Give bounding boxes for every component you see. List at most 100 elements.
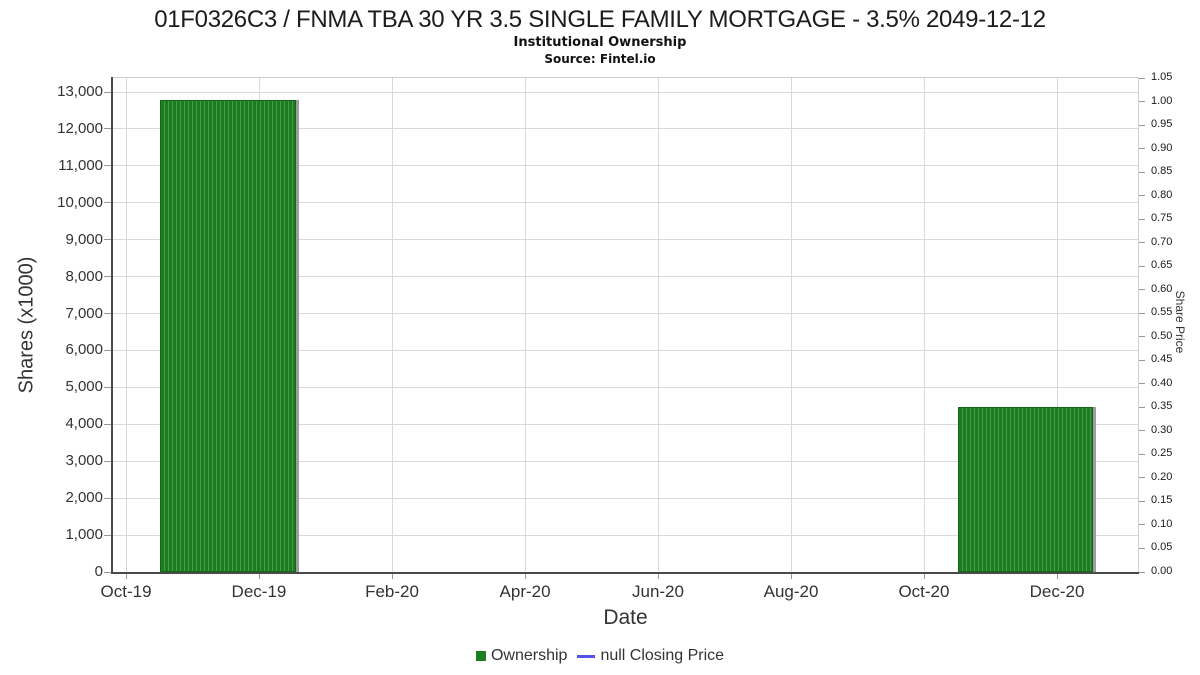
right-axis-tick-label: 0.95 (1151, 118, 1173, 131)
right-axis-tick-label: 0.35 (1151, 400, 1173, 413)
x-axis-tick (791, 574, 793, 579)
x-axis-tick-label: Dec-19 (231, 582, 287, 601)
legend: Ownership null Closing Price (0, 647, 1200, 665)
right-axis-tick (1139, 101, 1145, 103)
x-axis-tick (258, 574, 260, 579)
left-axis-tick-label: 9,000 (65, 230, 103, 248)
legend-label: Ownership (490, 647, 568, 664)
right-axis-tick-label: 0.15 (1151, 494, 1173, 507)
right-plot-border (1138, 77, 1139, 572)
chart-title: 01F0326C3 / FNMA TBA 30 YR 3.5 SINGLE FA… (154, 6, 1046, 33)
right-axis-tick-label: 0.70 (1151, 235, 1173, 248)
right-axis-tick-label: 0.75 (1151, 212, 1173, 225)
right-axis-tick (1139, 430, 1145, 432)
left-axis-tick-label: 8,000 (65, 267, 103, 285)
h-gridline (113, 128, 1138, 130)
right-axis-tick-label: 1.00 (1151, 94, 1173, 107)
h-gridline (113, 423, 1138, 425)
x-axis-title: Date (603, 606, 648, 629)
ownership-bar[interactable] (958, 407, 1093, 572)
right-axis-tick (1139, 195, 1145, 197)
v-gridline (392, 78, 393, 572)
x-axis-tick (923, 574, 925, 579)
left-axis-tick-label: 5,000 (65, 378, 103, 396)
legend-item-null-closing-price[interactable]: null Closing Price (577, 647, 724, 665)
h-gridline (113, 386, 1138, 388)
right-axis-tick (1139, 289, 1145, 291)
right-axis-tick (1139, 242, 1145, 244)
left-axis-tick (104, 91, 111, 93)
left-axis-tick (104, 423, 111, 425)
left-axis-tick-label: 1,000 (65, 526, 103, 544)
right-axis-tick-label: 0.05 (1151, 541, 1173, 554)
left-axis-tick (104, 534, 111, 536)
left-axis-tick-label: 10,000 (57, 193, 103, 211)
left-axis-tick (104, 571, 111, 573)
x-axis-tick (525, 574, 527, 579)
plot-area[interactable]: 0 1,000 2,000 3,000 4,000 5,000 6,000 7,000 8,00… (57, 71, 1172, 601)
left-axis-tick (104, 202, 111, 204)
left-axis-tick (104, 386, 111, 388)
right-axis-tick (1139, 124, 1145, 126)
legend-item-ownership[interactable]: Ownership (475, 647, 568, 665)
right-axis-tick-label: 0.65 (1151, 259, 1173, 272)
right-axis-tick (1139, 571, 1145, 573)
left-axis-tick-label: 0 (94, 563, 103, 580)
left-axis-tick-label: 3,000 (65, 452, 103, 470)
left-axis-line (111, 77, 113, 574)
right-axis-tick (1139, 148, 1145, 150)
left-axis-tick-label: 7,000 (65, 304, 103, 322)
top-plot-border (113, 77, 1139, 78)
bottom-axis-line (111, 572, 1139, 574)
h-gridline (113, 534, 1138, 536)
right-axis-tick (1139, 77, 1145, 79)
legend-line-marker (577, 654, 596, 658)
h-gridline (113, 165, 1138, 167)
left-axis-tick (104, 349, 111, 351)
right-axis-tick-label: 0.85 (1151, 165, 1173, 178)
chart-subtitle: Institutional Ownership (513, 35, 687, 50)
right-axis-tick (1139, 500, 1145, 502)
v-gridline (657, 78, 659, 572)
x-axis-tick (1057, 574, 1059, 579)
x-axis-tick-label: Oct-19 (100, 582, 152, 601)
left-axis-tick-label: 13,000 (57, 83, 103, 100)
x-axis-tick (657, 574, 659, 579)
right-axis-tick-label: 0.55 (1151, 306, 1173, 319)
left-axis-tick-label: 12,000 (57, 119, 103, 137)
right-axis-tick-label: 0.40 (1151, 376, 1173, 389)
v-gridline (1057, 78, 1059, 572)
x-axis-tick-label: Dec-20 (1029, 582, 1085, 601)
x-axis-tick-label: Aug-20 (763, 582, 819, 601)
right-axis-tick-label: 1.05 (1151, 71, 1173, 83)
right-axis-tick-label: 0.50 (1151, 329, 1173, 342)
right-axis-tick-label: 0.10 (1151, 517, 1173, 530)
x-axis-tick-label: Apr-20 (499, 582, 551, 601)
x-axis-tick (126, 574, 128, 579)
left-axis-tick (104, 239, 111, 241)
right-axis-tick-label: 0.30 (1151, 423, 1173, 436)
right-axis-tick (1139, 547, 1145, 549)
right-axis-tick (1139, 477, 1145, 479)
right-axis-tick (1139, 406, 1145, 408)
x-axis-tick-label: Oct-20 (898, 582, 950, 601)
right-axis-tick (1139, 265, 1145, 267)
left-axis-tick (104, 313, 111, 315)
left-axis-tick-label: 2,000 (65, 489, 103, 507)
h-gridline (113, 91, 1138, 93)
v-gridline (525, 78, 527, 572)
left-axis-tick-label: 4,000 (65, 415, 103, 433)
x-axis-tick (392, 574, 393, 579)
right-axis-tick (1139, 312, 1145, 314)
left-axis-tick (104, 128, 111, 130)
h-gridline (113, 460, 1138, 462)
ownership-bar[interactable] (160, 100, 296, 572)
h-gridline (113, 276, 1138, 278)
right-axis-tick (1139, 359, 1145, 361)
right-axis-tick (1139, 336, 1145, 338)
v-gridline (923, 78, 925, 572)
right-axis-tick-label: 0.90 (1151, 141, 1173, 154)
right-axis-tick (1139, 218, 1145, 220)
v-gridline (791, 78, 793, 572)
